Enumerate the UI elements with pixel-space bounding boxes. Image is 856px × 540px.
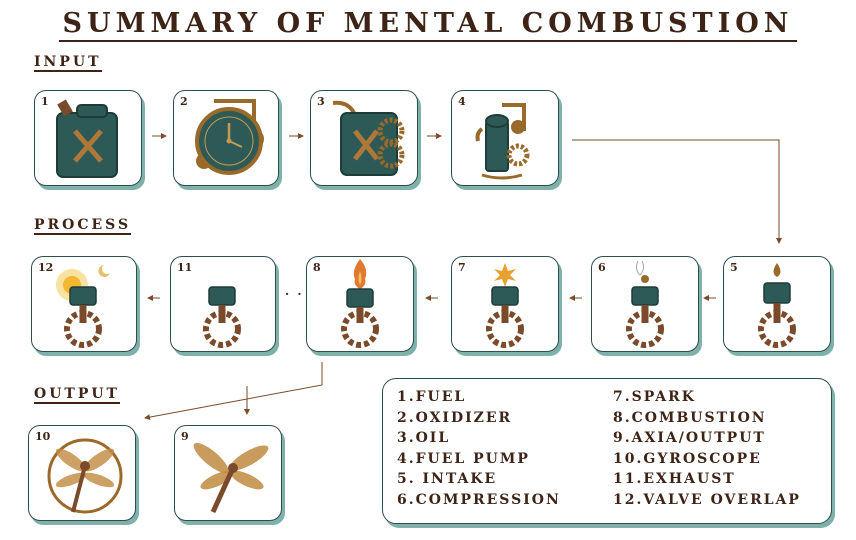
- legend-item: 2.OXIDIZER: [397, 409, 513, 426]
- legend-item: 9.AXIA/OUTPUT: [613, 430, 766, 447]
- legend-box: 1.FUEL 2.OXIDIZER 3.OIL 4.FUEL PUMP 5. I…: [382, 378, 832, 524]
- legend-item: 10.GYROSCOPE: [613, 450, 762, 467]
- legend-left-column: 1.FUEL 2.OXIDIZER 3.OIL 4.FUEL PUMP 5. I…: [397, 387, 561, 511]
- legend-item: 1.FUEL: [397, 389, 467, 405]
- oil-pump-icon: [475, 103, 530, 180]
- card-number: 4: [458, 95, 466, 108]
- legend-item: 11.EXHAUST: [613, 471, 736, 488]
- card-12-valve-overlap: 12: [31, 256, 137, 352]
- legend-right-column: 7.SPARK 8.COMBUSTION 9.AXIA/OUTPUT 10.GY…: [613, 387, 801, 511]
- legend-item: 4.FUEL PUMP: [397, 450, 530, 467]
- legend-item: 5. INTAKE: [397, 471, 498, 488]
- piston-flame-icon: [341, 259, 379, 348]
- card-number: 3: [317, 95, 325, 108]
- piston-drop-icon: [758, 263, 796, 348]
- ellipsis-dots: · ·: [285, 287, 304, 301]
- card-1-fuel: 1: [34, 90, 142, 186]
- card-4-fuel-pump: 4: [451, 90, 559, 186]
- section-process: PROCESS: [34, 217, 132, 235]
- legend-item: 3.OIL: [397, 430, 451, 447]
- card-2-oxidizer: 2: [173, 90, 279, 186]
- card-10-gyroscope: 10: [28, 425, 136, 521]
- card-number: 5: [730, 261, 738, 274]
- card-7-spark: 7: [451, 256, 559, 352]
- card-11-exhaust: 11: [170, 256, 276, 352]
- card-number: 11: [177, 261, 193, 274]
- card-8-combustion: 8: [306, 256, 414, 352]
- jerry-can-gears-icon: [332, 100, 405, 176]
- card-5-intake: 5: [723, 256, 831, 352]
- card-number: 6: [598, 261, 606, 274]
- card-number: 9: [181, 430, 189, 443]
- dragonfly-icon: [193, 442, 269, 514]
- card-number: 1: [41, 95, 49, 108]
- card-6-compression: 6: [591, 256, 699, 352]
- card-number: 7: [458, 261, 466, 274]
- card-number: 8: [313, 261, 321, 274]
- card-number: 2: [180, 95, 188, 108]
- piston-spark-icon: [486, 263, 524, 348]
- jerry-can-icon: [56, 99, 118, 178]
- dragonfly-gyroscope-icon: [47, 438, 123, 514]
- piston-moon-icon: [191, 271, 241, 348]
- steampunk-clock-icon: [195, 99, 264, 175]
- card-3-oil: 3: [310, 90, 418, 186]
- legend-item: 12.VALVE OVERLAP: [613, 491, 801, 508]
- piston-steam-icon: [626, 260, 664, 348]
- section-output: OUTPUT: [34, 386, 120, 404]
- piston-sun-icon: [56, 265, 110, 348]
- section-input: INPUT: [34, 54, 102, 72]
- card-9-output: 9: [174, 425, 282, 521]
- card-number: 12: [38, 261, 54, 274]
- card-number: 10: [35, 430, 51, 443]
- legend-item: 8.COMBUSTION: [613, 409, 767, 426]
- legend-item: 7.SPARK: [613, 389, 696, 405]
- legend-item: 6.COMPRESSION: [397, 491, 561, 508]
- page-title: SUMMARY OF MENTAL COMBUSTION: [0, 8, 856, 42]
